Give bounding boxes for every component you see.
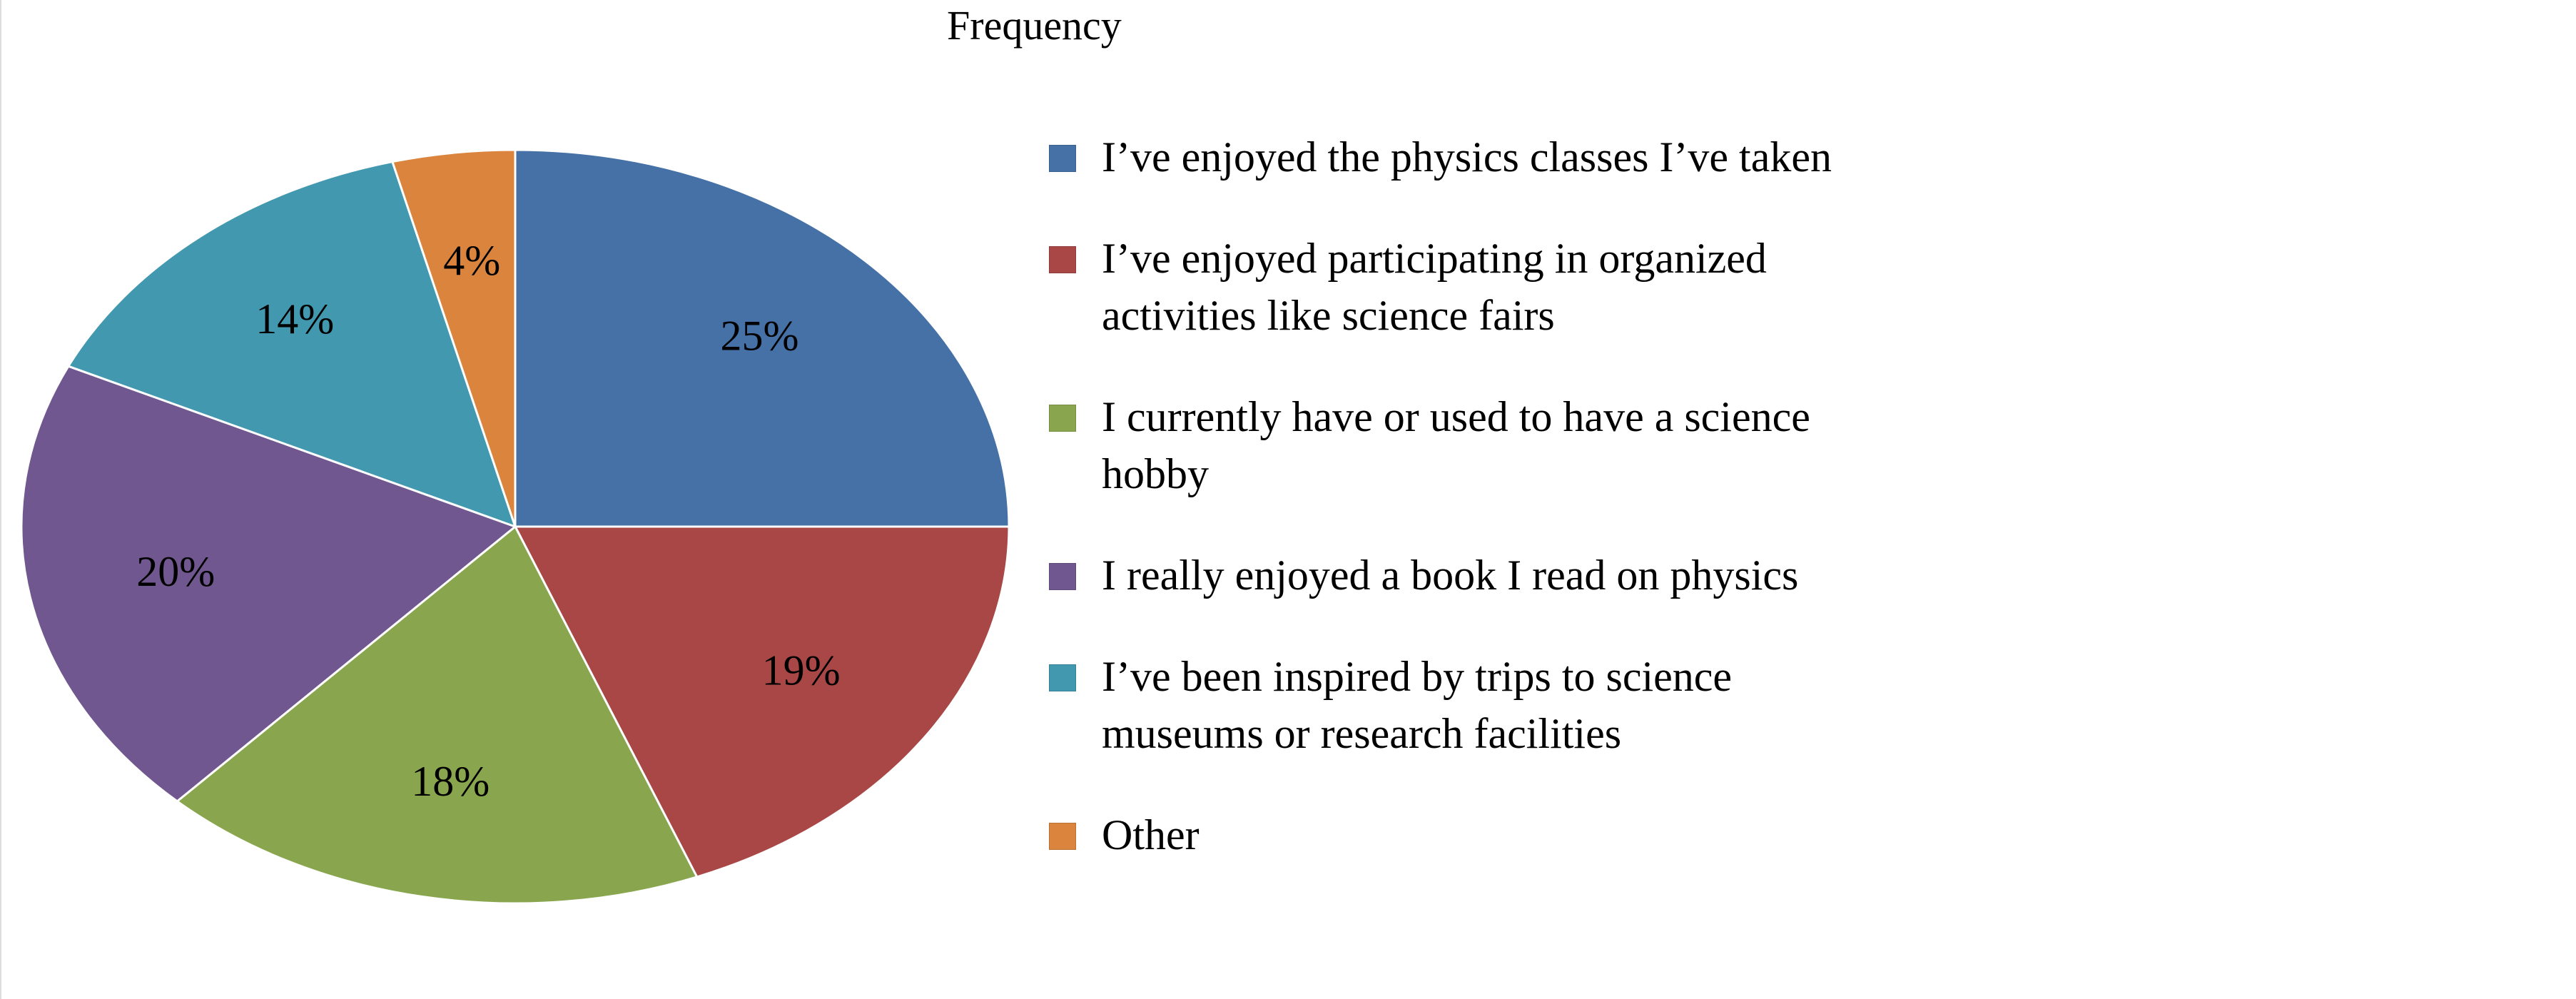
legend-swatch-3 [1049, 405, 1076, 432]
pie-chart: 25% 19% 18% 20% 14% 4% [20, 148, 1010, 905]
pie-slice-5 [66, 160, 517, 529]
chart-title: Frequency [947, 2, 1122, 49]
pie-slice-label-6: 4% [443, 237, 500, 284]
legend-label-5: I’ve been inspired by trips to science m… [1102, 653, 1733, 757]
pie-slice-label-1: 25% [721, 312, 799, 359]
chart-legend: I’ve enjoyed the physics classes I’ve ta… [1049, 128, 1905, 908]
legend-swatch-4 [1049, 563, 1076, 590]
pie-slice-1 [514, 148, 1010, 528]
legend-swatch-5 [1049, 664, 1076, 691]
legend-label-4: I really enjoyed a book I read on physic… [1102, 552, 1799, 599]
pie-slice-labels: 25% 19% 18% 20% 14% 4% [136, 237, 840, 805]
legend-item-6: Other [1049, 806, 1905, 863]
pie-slice-4 [20, 365, 518, 803]
pie-slice-3 [175, 524, 699, 905]
pie-slice-label-3: 18% [411, 758, 490, 805]
legend-swatch-1 [1049, 145, 1076, 172]
legend-label-1: I’ve enjoyed the physics classes I’ve ta… [1102, 133, 1832, 181]
pie-slice-label-5: 14% [255, 295, 334, 343]
pie-slices [20, 148, 1010, 905]
legend-label-2: I’ve enjoyed participating in organized … [1102, 235, 1767, 339]
legend-item-3: I currently have or used to have a scien… [1049, 388, 1905, 502]
legend-item-2: I’ve enjoyed participating in organized … [1049, 230, 1905, 344]
pie-slice-label-4: 20% [136, 548, 215, 595]
legend-item-4: I really enjoyed a book I read on physic… [1049, 547, 1905, 604]
legend-label-3: I currently have or used to have a scien… [1102, 393, 1810, 497]
legend-item-5: I’ve been inspired by trips to science m… [1049, 648, 1905, 762]
legend-item-1: I’ve enjoyed the physics classes I’ve ta… [1049, 128, 1905, 186]
pie-slice-2 [513, 525, 1010, 878]
pie-slice-label-2: 19% [762, 646, 841, 694]
pie-slice-6 [390, 148, 517, 527]
legend-swatch-2 [1049, 246, 1076, 273]
legend-swatch-6 [1049, 823, 1076, 850]
legend-label-6: Other [1102, 811, 1200, 858]
